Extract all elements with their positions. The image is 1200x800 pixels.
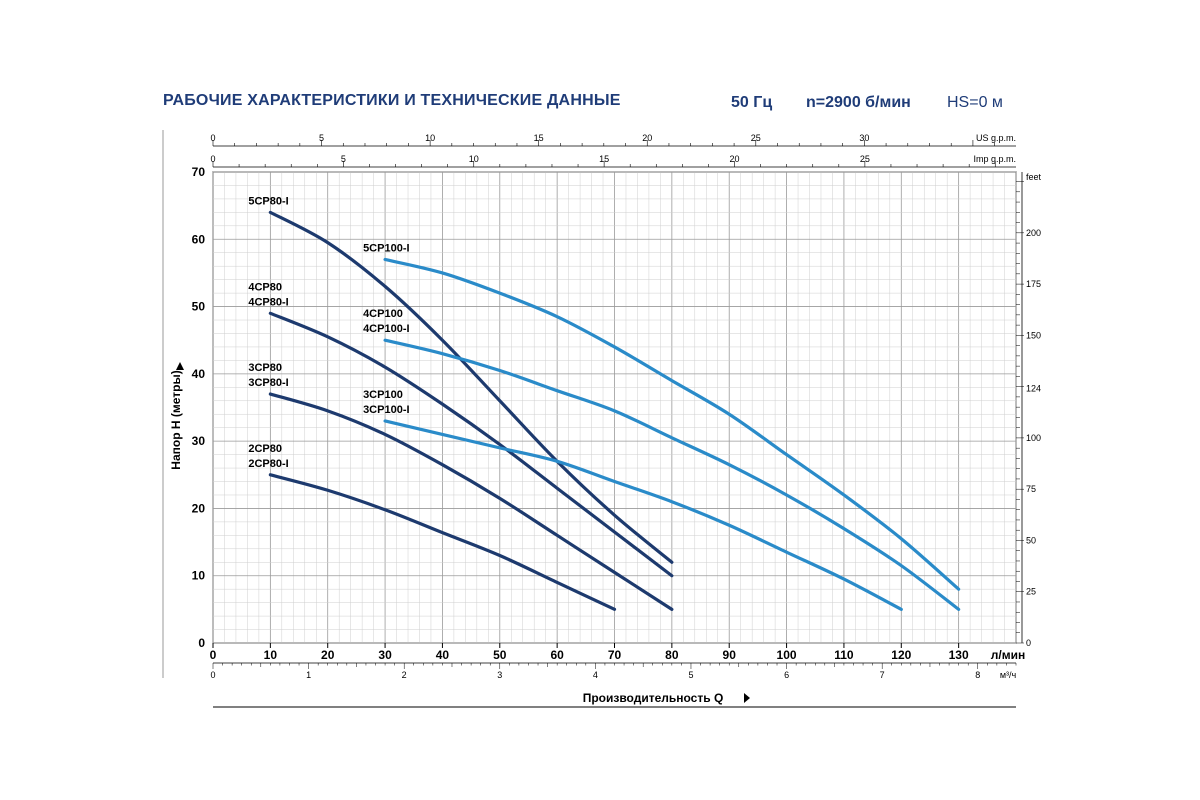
m3h-tick-label: 1 xyxy=(306,670,311,680)
series-label: 4CP80-I xyxy=(248,296,288,308)
x-tick-label: 70 xyxy=(608,648,622,662)
imp-gpm-unit: Imp g.p.m. xyxy=(973,154,1016,164)
series-line-3cp80 xyxy=(268,392,674,611)
us-gpm-tick-label: 15 xyxy=(534,133,544,143)
series-line-3cp100 xyxy=(383,419,903,611)
chart-labels: 5CP80-I 4CP80 4CP80-I 3CP80 3CP80-I 2CP80 2CP8… xyxy=(248,195,409,469)
imp-gpm-tick-label: 5 xyxy=(341,154,346,164)
y-tick-label: 10 xyxy=(192,569,206,583)
series-label: 2CP80-I xyxy=(248,458,288,470)
y-tick-label: 50 xyxy=(192,300,206,314)
y-tick-label: 20 xyxy=(192,501,206,515)
m3h-tick-label: 8 xyxy=(975,670,980,680)
m3h-tick-label: 0 xyxy=(210,670,215,680)
series-label: 3CP100 xyxy=(363,389,403,401)
x-unit-label: л/мин xyxy=(991,648,1025,662)
chart-axes: 0 10 20 30 40 50 60 70 80 90 100 110 120 130 л/мин0102… xyxy=(169,133,1042,705)
series-line-2cp80 xyxy=(268,473,617,611)
us-gpm-tick-label: 25 xyxy=(751,133,761,143)
feet-tick-label: 50 xyxy=(1026,535,1036,545)
feet-tick-label: 25 xyxy=(1026,587,1036,597)
x-tick-label: 130 xyxy=(949,648,969,662)
us-gpm-tick-label: 30 xyxy=(859,133,869,143)
m3h-tick-label: 7 xyxy=(880,670,885,680)
series-label: 3CP80-I xyxy=(248,377,288,389)
x-tick-label: 40 xyxy=(436,648,450,662)
imp-gpm-tick-label: 25 xyxy=(860,154,870,164)
series-line-5cp100-i xyxy=(383,257,961,591)
imp-gpm-tick-label: 20 xyxy=(729,154,739,164)
m3h-tick-label: 6 xyxy=(784,670,789,680)
y-tick-label: 0 xyxy=(198,636,205,650)
feet-tick-label: 100 xyxy=(1026,433,1041,443)
feet-tick-label: 124 xyxy=(1026,384,1041,394)
feet-tick-label: 175 xyxy=(1026,279,1041,289)
feet-tick-label: 150 xyxy=(1026,330,1041,340)
y-tick-label: 30 xyxy=(192,434,206,448)
chart-title: РАБОЧИЕ ХАРАКТЕРИСТИКИ И ТЕХНИЧЕСКИЕ ДАН… xyxy=(163,92,621,109)
series-line-4cp80 xyxy=(268,311,674,578)
x-tick-label: 60 xyxy=(550,648,564,662)
y-axis-arrow-icon xyxy=(176,362,184,370)
series-label: 5CP100-I xyxy=(363,242,409,254)
imp-gpm-tick-label: 10 xyxy=(469,154,479,164)
chart-series xyxy=(268,210,961,611)
us-gpm-tick-label: 10 xyxy=(425,133,435,143)
series-label: 3CP80 xyxy=(248,362,282,374)
hs-label: HS=0 м xyxy=(947,94,1003,111)
speed-label: n=2900 б/мин xyxy=(806,94,911,111)
y-tick-label: 70 xyxy=(192,165,206,179)
us-gpm-unit: US g.p.m. xyxy=(976,133,1016,143)
m3h-tick-label: 2 xyxy=(402,670,407,680)
x-tick-label: 90 xyxy=(723,648,737,662)
x-tick-label: 10 xyxy=(264,648,278,662)
series-label: 4CP80 xyxy=(248,281,282,293)
m3h-tick-label: 5 xyxy=(688,670,693,680)
x-axis-title: Производительность Q xyxy=(583,691,724,705)
chart-frame xyxy=(162,130,1017,708)
frequency-label: 50 Гц xyxy=(731,94,773,111)
series-label: 5CP80-I xyxy=(248,195,288,207)
series-line-5cp80-i xyxy=(268,210,674,564)
m3h-unit: м³/ч xyxy=(1000,670,1017,680)
y-axis-title: Напор H (метры) xyxy=(169,370,183,469)
m3h-tick-label: 4 xyxy=(593,670,598,680)
series-label: 4CP100-I xyxy=(363,323,409,335)
feet-tick-label: 200 xyxy=(1026,228,1041,238)
us-gpm-tick-label: 0 xyxy=(210,133,215,143)
feet-tick-label: 75 xyxy=(1026,484,1036,494)
x-tick-label: 100 xyxy=(777,648,797,662)
x-tick-label: 30 xyxy=(378,648,392,662)
series-line-4cp100 xyxy=(383,338,961,611)
y-tick-label: 40 xyxy=(192,367,206,381)
feet-unit: feet xyxy=(1026,172,1042,182)
x-tick-label: 120 xyxy=(891,648,911,662)
imp-gpm-tick-label: 15 xyxy=(599,154,609,164)
series-label: 2CP80 xyxy=(248,443,282,455)
imp-gpm-tick-label: 0 xyxy=(210,154,215,164)
x-tick-label: 50 xyxy=(493,648,507,662)
x-tick-label: 0 xyxy=(210,648,217,662)
y-tick-label: 60 xyxy=(192,232,206,246)
x-tick-label: 80 xyxy=(665,648,679,662)
series-label: 3CP100-I xyxy=(363,404,409,416)
x-axis-arrow-icon xyxy=(744,693,750,703)
series-label: 4CP100 xyxy=(363,308,403,320)
m3h-tick-label: 3 xyxy=(497,670,502,680)
us-gpm-tick-label: 5 xyxy=(319,133,324,143)
x-tick-label: 20 xyxy=(321,648,335,662)
us-gpm-tick-label: 20 xyxy=(642,133,652,143)
feet-tick-label: 0 xyxy=(1026,638,1031,648)
x-tick-label: 110 xyxy=(834,648,854,662)
